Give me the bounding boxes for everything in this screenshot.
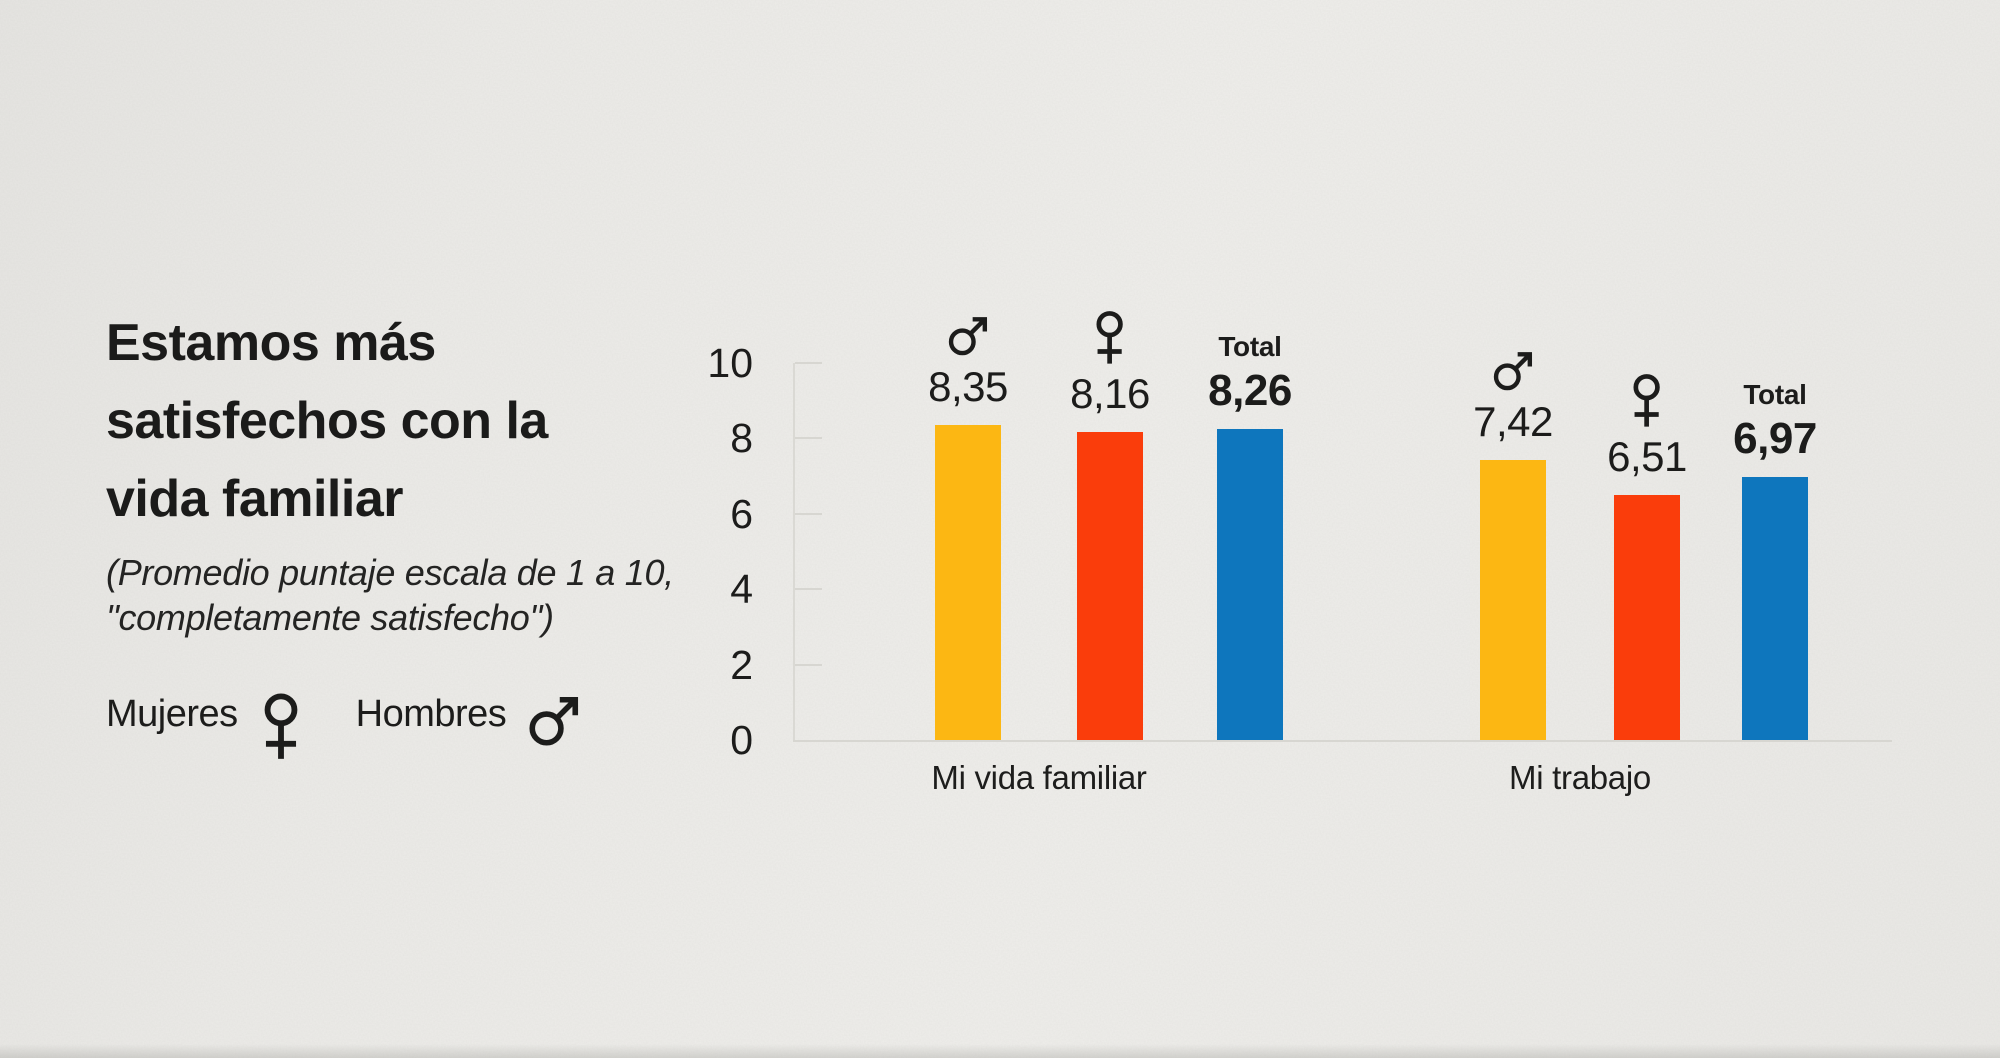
y-axis-tick [795, 512, 822, 515]
subtitle-line-2: "completamente satisfecho") [106, 597, 554, 638]
bar-female-group1 [1077, 432, 1143, 740]
bar-value-label: 6,51 [1607, 432, 1687, 480]
y-axis-tick [795, 437, 822, 440]
bar-value-label: 8,16 [1070, 370, 1150, 418]
bar-male-group1 [935, 425, 1001, 740]
total-label: Total [1218, 330, 1282, 362]
bar-total-group2 [1742, 477, 1808, 740]
bar-annotation-male-group1: 8,35 [928, 314, 1008, 409]
y-axis-tick-label: 10 [707, 340, 753, 386]
male-icon [948, 317, 987, 356]
y-axis-tick [795, 663, 822, 666]
x-axis-category-label: Mi trabajo [1509, 759, 1651, 796]
bar-annotation-total-group1: Total 8,26 [1208, 330, 1292, 415]
female-icon [1633, 373, 1661, 427]
title-line-3: vida familiar [106, 470, 403, 528]
y-axis-tick-label: 4 [730, 566, 753, 613]
y-axis-tick-label: 0 [730, 717, 753, 763]
bar-value-label: 7,42 [1473, 398, 1553, 446]
y-axis-tick-label: 2 [730, 641, 753, 688]
title-line-1: Estamos más [106, 314, 436, 372]
bar-value-label: 8,26 [1208, 365, 1292, 415]
bar-female-group2 [1614, 494, 1680, 740]
total-label: Total [1743, 379, 1807, 411]
y-axis-tick [795, 588, 822, 591]
male-icon [1493, 352, 1532, 391]
legend-label-mujeres: Mujeres [106, 692, 238, 735]
legend-label-hombres: Hombres [355, 692, 507, 735]
bar-annotation-male-group2: 7,42 [1473, 349, 1553, 444]
female-icon [1096, 311, 1124, 364]
bar-annotation-total-group2: Total 6,97 [1733, 380, 1817, 461]
page-title: Estamos más satisfechos con la vida fami… [106, 304, 666, 538]
male-icon [526, 693, 582, 749]
bar-annotation-female-group1: 8,16 [1070, 311, 1150, 416]
y-axis-tick-label: 6 [730, 490, 753, 537]
x-axis-category-label: Mi vida familiar [931, 759, 1147, 796]
bar-annotation-female-group2: 6,51 [1607, 373, 1687, 480]
x-axis-baseline [793, 740, 1892, 742]
bar-male-group2 [1480, 460, 1546, 740]
legend-item-mujeres: Mujeres [106, 680, 304, 759]
chart-subtitle: (Promedio puntaje escala de 1 a 10, "com… [106, 550, 746, 640]
y-axis-tick-label: 8 [730, 415, 753, 462]
legend: Mujeres Hombres [106, 668, 582, 760]
legend-item-hombres: Hombres [355, 686, 583, 746]
title-line-2: satisfechos con la [106, 392, 548, 450]
bar-total-group1 [1217, 428, 1283, 740]
bar-value-label: 8,35 [928, 363, 1008, 411]
bar-value-label: 6,97 [1733, 414, 1817, 464]
subtitle-line-1: (Promedio puntaje escala de 1 a 10, [106, 552, 674, 593]
female-icon [258, 693, 304, 761]
y-axis-line [793, 363, 795, 742]
y-axis-tick [795, 362, 822, 364]
